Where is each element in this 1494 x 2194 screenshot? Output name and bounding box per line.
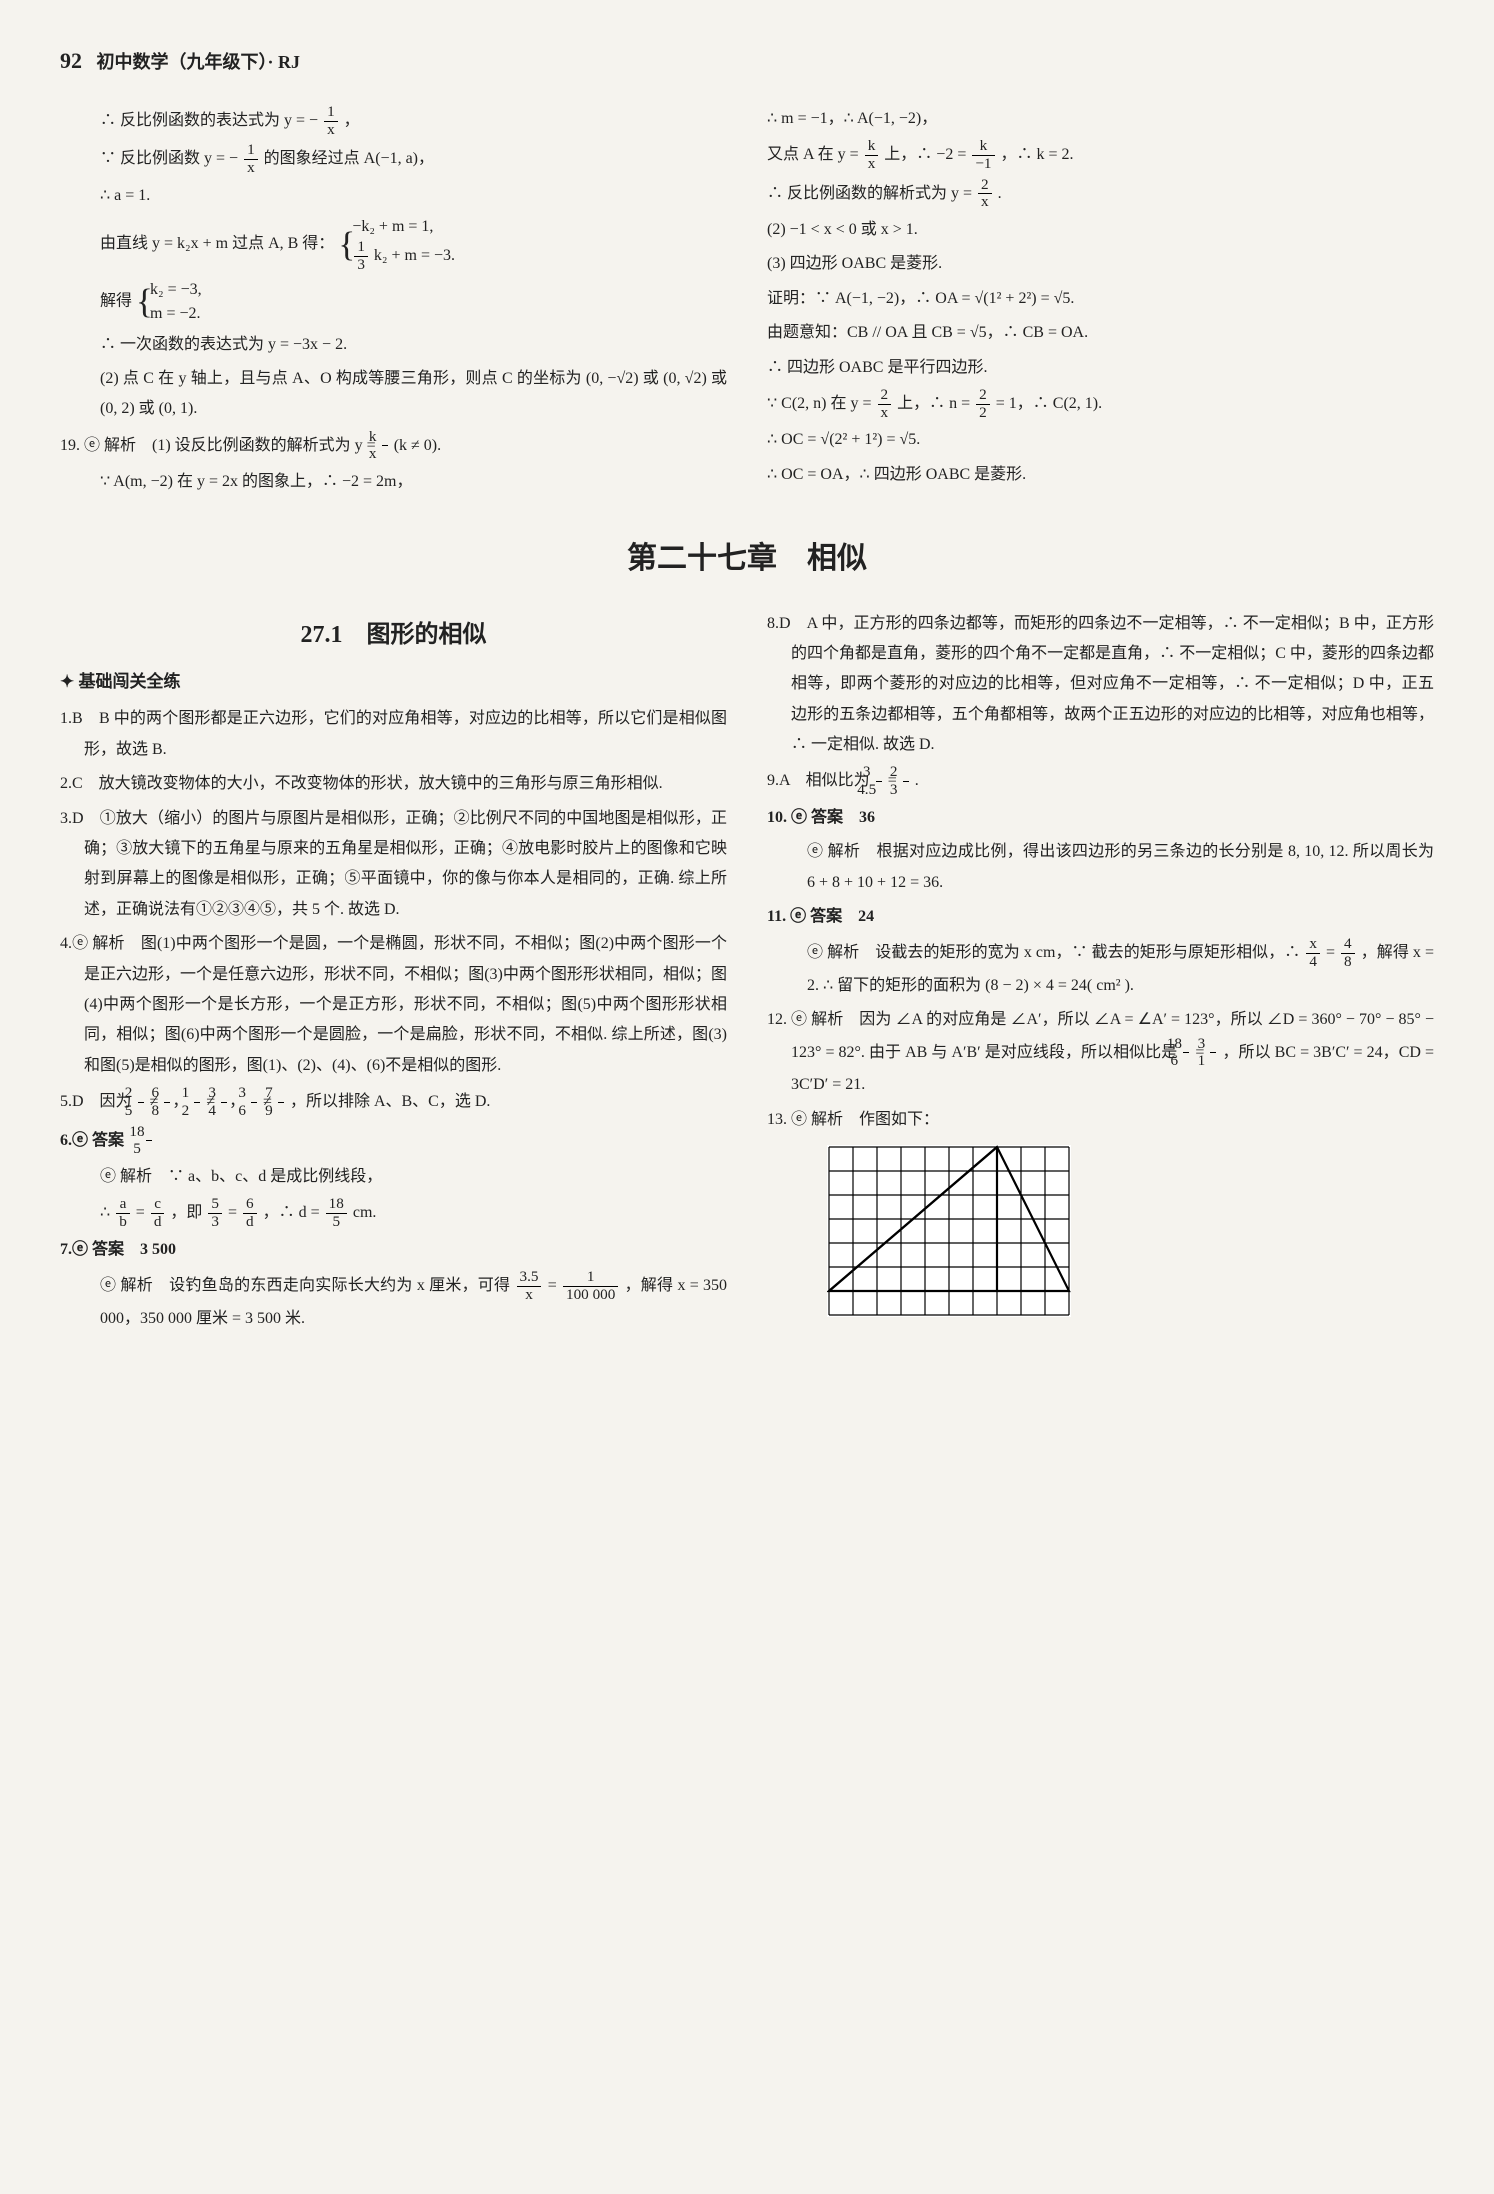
top-columns: ∴ 反比例函数的表达式为 y = − 1x ， ∵ 反比例函数 y = − 1x… [60,100,1434,502]
q2: 2.C 放大镜改变物体的大小，不改变物体的形状，放大镜中的三角形与原三角形相似. [60,769,727,799]
q11-answer: 11. ⓔ 答案 24 [767,902,1434,932]
fraction: 22 [976,387,990,421]
text-line: ∴ OC = √(2² + 1²) = √5. [767,425,1434,455]
fraction: ab [116,1196,130,1230]
q1: 1.B B 中的两个图形都是正六边形，它们的对应角相等，对应边的比相等，所以它们… [60,704,727,765]
chapter-title: 第二十七章 相似 [60,530,1434,587]
fraction: 1x [324,104,338,138]
fraction: kx [382,429,388,463]
text-line: 由题意知：CB // OA 且 CB = √5，∴ CB = OA. [767,318,1434,348]
fraction: 36 [251,1085,257,1119]
text-line: ∴ 反比例函数的解析式为 y = 2x . [767,177,1434,211]
fraction: 25 [138,1085,144,1119]
grid-figure [827,1145,1071,1328]
fraction: k−1 [972,138,994,172]
q10-analysis: ⓔ 解析 根据对应边成比例，得出该四边形的另三条边的长分别是 8, 10, 12… [767,837,1434,898]
q6-answer: 6.ⓔ 答案 185 [60,1124,727,1158]
q5: 5.D 因为 25 ≠ 68， 12 ≠ 34， 36 ≠ 79 ，所以排除 A… [60,1085,727,1119]
subsection-title: 基础闯关全练 [60,666,727,698]
q12: 12. ⓔ 解析 因为 ∠A 的对应角是 ∠A′，所以 ∠A = ∠A′ = 1… [767,1005,1434,1100]
text-line: ∴ 反比例函数的表达式为 y = − 1x ， [60,104,727,138]
fraction: 53 [208,1196,222,1230]
q6-analysis-2: ∴ ab = cd ，即 53 = 6d ，∴ d = 185 cm. [60,1196,727,1230]
top-right-col: ∴ m = −1，∴ A(−1, −2)， 又点 A 在 y = kx 上，∴ … [767,100,1434,502]
q7-analysis: ⓔ 解析 设钓鱼岛的东西走向实际长大约为 x 厘米，可得 3.5x = 1100… [60,1269,727,1334]
text-line: ∴ OC = OA，∴ 四边形 OABC 是菱形. [767,460,1434,490]
fraction: 79 [278,1085,284,1119]
q3: 3.D ①放大（缩小）的图片与原图片是相似形，正确；②比例尺不同的中国地图是相似… [60,804,727,926]
fraction: kx [865,138,879,172]
fraction: 23 [903,764,909,798]
text-line: (2) 点 C 在 y 轴上，且与点 A、O 构成等腰三角形，则点 C 的坐标为… [60,364,727,425]
bottom-right-col: 8.D A 中，正方形的四条边都等，而矩形的四条边不一定相等，∴ 不一定相似；B… [767,605,1434,1339]
text-line: ∴ m = −1，∴ A(−1, −2)， [767,104,1434,134]
page-header: 92 初中数学（九年级下）· RJ [60,40,1434,82]
fraction: 2x [878,387,892,421]
text-line: ∴ 四边形 OABC 是平行四边形. [767,353,1434,383]
fraction: 186 [1183,1036,1189,1070]
text-line: ∵ A(m, −2) 在 y = 2x 的图象上，∴ −2 = 2m， [60,467,727,497]
fraction: 31 [1210,1036,1216,1070]
text-line: 又点 A 在 y = kx 上，∴ −2 = k−1 ，∴ k = 2. [767,138,1434,172]
q11-analysis: ⓔ 解析 设截去的矩形的宽为 x cm，∵ 截去的矩形与原矩形相似，∴ x4 =… [767,936,1434,1001]
bottom-columns: 27.1 图形的相似 基础闯关全练 1.B B 中的两个图形都是正六边形，它们的… [60,605,1434,1339]
q10-answer: 10. ⓔ 答案 36 [767,803,1434,833]
fraction: 12 [194,1085,200,1119]
fraction: 34 [221,1085,227,1119]
text-line: ∵ 反比例函数 y = − 1x 的图象经过点 A(−1, a)， [60,142,727,176]
text-line: 证明：∵ A(−1, −2)，∴ OA = √(1² + 2²) = √5. [767,284,1434,314]
fraction: 1x [244,142,258,176]
brace-system: k₂ = −3, m = −2. [136,278,202,326]
bottom-left-col: 27.1 图形的相似 基础闯关全练 1.B B 中的两个图形都是正六边形，它们的… [60,605,727,1339]
q13: 13. ⓔ 解析 作图如下： [767,1105,1434,1135]
text-line: ∴ 一次函数的表达式为 y = −3x − 2. [60,330,727,360]
fraction: 185 [326,1196,347,1230]
q4: 4.ⓔ 解析 图(1)中两个图形一个是圆，一个是椭圆，形状不同，不相似；图(2)… [60,929,727,1081]
grid-svg [827,1145,1071,1317]
top-left-col: ∴ 反比例函数的表达式为 y = − 1x ， ∵ 反比例函数 y = − 1x… [60,100,727,502]
fraction: cd [151,1196,165,1230]
fraction: x4 [1306,936,1320,970]
fraction: 1100 000 [563,1269,618,1303]
text-line: (3) 四边形 OABC 是菱形. [767,249,1434,279]
text-line: (2) −1 < x < 0 或 x > 1. [767,215,1434,245]
text-line: 由直线 y = k₂x + m 过点 A, B 得： −k₂ + m = 1, … [60,215,727,273]
fraction: 3.5x [517,1269,542,1303]
fraction: 2x [978,177,992,211]
fraction: 6d [243,1196,257,1230]
q7-answer: 7.ⓔ 答案 3 500 [60,1235,727,1265]
brace-system: −k₂ + m = 1, 13 k₂ + m = −3. [338,215,455,273]
header-text: 初中数学（九年级下）· RJ [97,52,301,72]
fraction: 68 [164,1085,170,1119]
fraction: 185 [146,1124,152,1158]
fraction: 48 [1341,936,1355,970]
q9: 9.A 相似比为 34.5 = 23 . [767,764,1434,798]
text-line: ∵ C(2, n) 在 y = 2x 上，∴ n = 22 = 1，∴ C(2,… [767,387,1434,421]
text-line: ∴ a = 1. [60,181,727,211]
text-line: 19. ⓔ 解析 (1) 设反比例函数的解析式为 y = kx (k ≠ 0). [60,429,727,463]
fraction: 13 [354,239,368,273]
fraction: 34.5 [876,764,882,798]
section-title: 27.1 图形的相似 [60,613,727,659]
q6-analysis-1: ⓔ 解析 ∵ a、b、c、d 是成比例线段， [60,1162,727,1192]
q8: 8.D A 中，正方形的四条边都等，而矩形的四条边不一定相等，∴ 不一定相似；B… [767,609,1434,761]
page-number: 92 [60,48,82,73]
text-line: 解得 k₂ = −3, m = −2. [60,278,727,326]
